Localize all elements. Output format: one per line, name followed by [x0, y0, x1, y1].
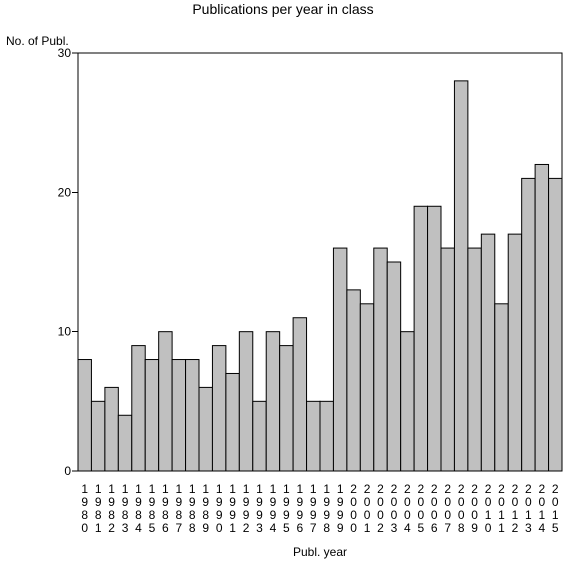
bar-1989 — [198, 386, 213, 472]
bar-2009 — [467, 247, 482, 472]
bar-1999 — [332, 247, 348, 472]
bar-2013 — [521, 177, 536, 472]
bar-1996 — [292, 317, 308, 472]
plot-frame — [77, 52, 563, 472]
y-axis-label: No. of Publ. — [6, 34, 69, 48]
bar-2004 — [400, 331, 415, 472]
bar-2000 — [346, 289, 361, 472]
bar-1998 — [319, 400, 334, 472]
bar-1988 — [185, 359, 200, 472]
bar-2007 — [440, 247, 455, 472]
bar-1990 — [211, 345, 227, 472]
bar-1983 — [117, 414, 133, 472]
bar-2014 — [534, 163, 550, 472]
bar-2005 — [413, 205, 429, 472]
bar-1997 — [306, 400, 321, 472]
bar-1986 — [158, 331, 173, 472]
y-tick-label: 30 — [58, 46, 72, 60]
bar-1991 — [225, 372, 240, 472]
bar-1982 — [104, 386, 119, 472]
y-tick-label: 20 — [58, 185, 72, 199]
bar-1981 — [90, 400, 106, 472]
bar-2012 — [507, 233, 523, 472]
y-tick-label: 10 — [58, 325, 72, 339]
bars-group — [77, 80, 563, 472]
bar-2002 — [373, 247, 388, 472]
bar-2003 — [386, 261, 402, 472]
bar-1985 — [144, 359, 160, 472]
bar-1980 — [77, 359, 92, 472]
x-axis: 1 9 8 0 1 9 8 1 1 9 8 2 1 9 8 3 1 9 8 4 1 9 8 5 1 9 8 6 1 9 8 7 1 9 8 8 1 9 8 9… — [81, 482, 559, 535]
bar-2011 — [494, 303, 509, 472]
bar-2006 — [427, 205, 442, 472]
x-axis-label: Publ. year — [293, 545, 347, 559]
bar-1994 — [265, 331, 281, 472]
bar-2001 — [359, 303, 375, 472]
y-axis: 0 10 20 30 — [58, 46, 563, 478]
bar-2008 — [453, 80, 469, 472]
bar-1987 — [171, 359, 187, 472]
bar-2015 — [548, 177, 563, 472]
bar-1995 — [279, 345, 294, 472]
chart-title: Publications per year in class — [192, 1, 373, 17]
bar-1993 — [252, 400, 267, 472]
bar-1984 — [131, 345, 146, 472]
y-tick-label: 0 — [64, 464, 71, 478]
bar-2010 — [480, 233, 496, 472]
bar-1992 — [238, 331, 254, 472]
